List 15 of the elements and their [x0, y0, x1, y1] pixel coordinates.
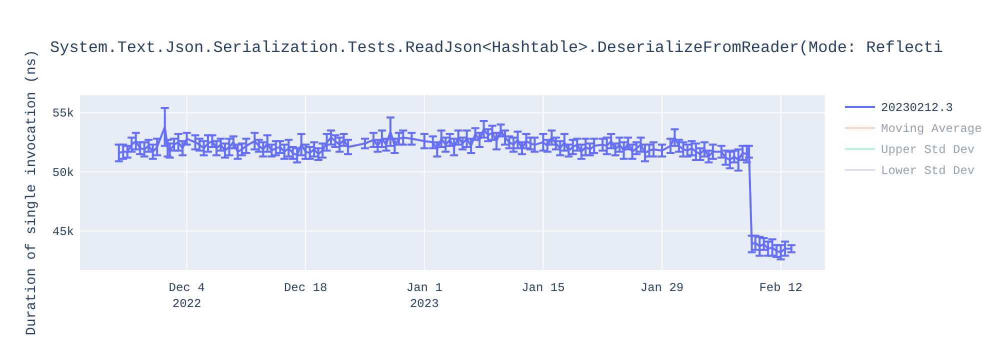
x-tick-label: Feb 12	[759, 281, 802, 295]
x-tick-label: Jan 1 2023	[406, 281, 442, 311]
y-axis-title: Duration of single invocation (ns)	[24, 50, 40, 336]
y-tick-label: 45k	[52, 224, 74, 239]
y-tick-label: 50k	[52, 166, 74, 180]
legend-label: Moving Average	[881, 122, 982, 136]
legend-label: 20230212.3	[881, 101, 954, 115]
chart-title: System.Text.Json.Serialization.Tests.ReadJson<Hashtable>.DeserializeFromReader(Mode: Reflecti	[50, 39, 943, 57]
legend-label: Lower Std Dev	[881, 164, 975, 178]
x-tick-label: Jan 15	[522, 281, 565, 295]
x-tick-label: Jan 29	[640, 281, 684, 295]
x-tick-label: Dec 4 2022	[168, 281, 205, 311]
x-tick-label: Dec 18	[284, 281, 328, 295]
legend-label: Upper Std Dev	[881, 143, 975, 157]
y-tick-label: 55k	[52, 106, 74, 121]
